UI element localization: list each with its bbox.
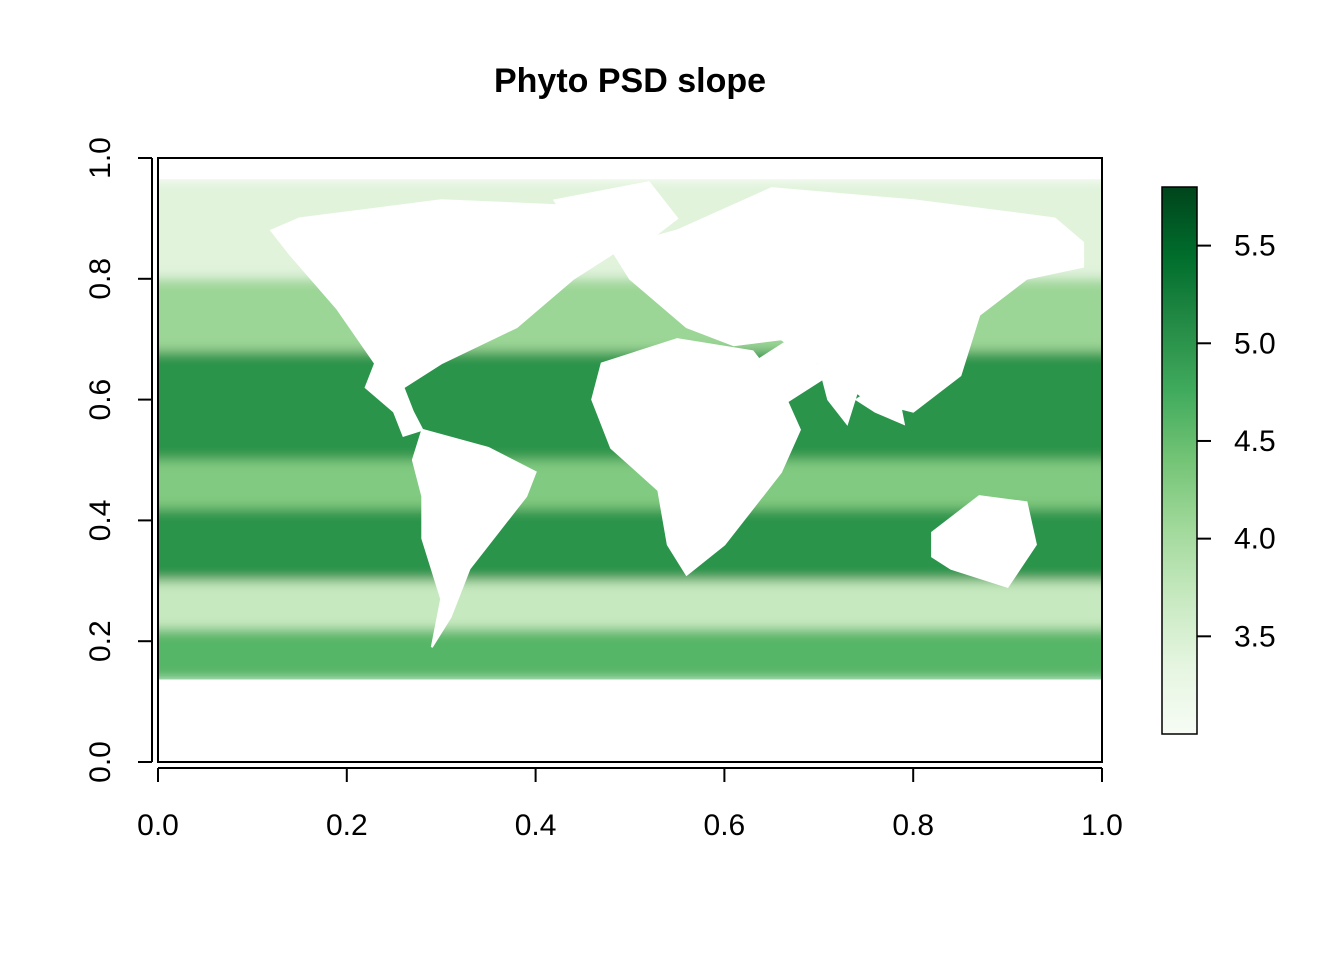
heatmap-band xyxy=(158,629,1102,681)
land-mask-layer xyxy=(158,158,1102,762)
colorbar-tick-label: 3.5 xyxy=(1234,620,1276,653)
land-arabia xyxy=(751,337,830,407)
y-tick-label: 0.2 xyxy=(84,620,117,662)
no-data-region xyxy=(158,158,1102,180)
colorbar-tick-label: 5.5 xyxy=(1234,230,1276,263)
colorbar-ticks: 3.5 4.0 4.5 5.0 5.5 xyxy=(1197,230,1276,653)
x-axis: 0.0 0.2 0.4 0.6 0.8 1.0 xyxy=(137,767,1123,842)
y-axis: 0.0 0.2 0.4 0.6 0.8 1.0 xyxy=(84,137,153,783)
y-tick-label: 0.6 xyxy=(84,379,117,421)
y-tick-label: 0.4 xyxy=(84,500,117,542)
land-australia xyxy=(931,495,1037,588)
y-tick-label: 1.0 xyxy=(84,137,117,179)
land-india xyxy=(817,362,868,426)
x-tick-label: 0.0 xyxy=(137,809,179,842)
y-tick-label: 0.0 xyxy=(84,741,117,783)
land-southeast-asia xyxy=(854,373,906,426)
x-tick-label: 0.4 xyxy=(515,809,557,842)
heatmap-band xyxy=(158,580,1102,630)
x-tick-label: 1.0 xyxy=(1081,809,1123,842)
colorbar: 3.5 4.0 4.5 5.0 5.5 xyxy=(1161,186,1276,735)
land-central-america xyxy=(364,361,424,438)
colorbar-tick-label: 4.5 xyxy=(1234,425,1276,458)
land-south-america xyxy=(411,428,537,648)
land-africa xyxy=(591,338,801,577)
y-tick-label: 0.8 xyxy=(84,258,117,300)
land-europe-and-asia xyxy=(609,187,1085,413)
x-tick-label: 0.2 xyxy=(326,809,368,842)
heatmap-band xyxy=(158,460,1102,509)
colorbar-tick-label: 5.0 xyxy=(1234,327,1276,360)
plot-frame xyxy=(157,157,1103,763)
x-tick-label: 0.8 xyxy=(892,809,934,842)
colorbar-gradient xyxy=(1161,186,1198,735)
x-tick-label: 0.6 xyxy=(704,809,746,842)
plot-area xyxy=(158,158,1102,762)
colorbar-tick-label: 4.0 xyxy=(1234,523,1276,556)
chart-title: Phyto PSD slope xyxy=(494,62,766,100)
land-antarctica xyxy=(158,679,1102,762)
